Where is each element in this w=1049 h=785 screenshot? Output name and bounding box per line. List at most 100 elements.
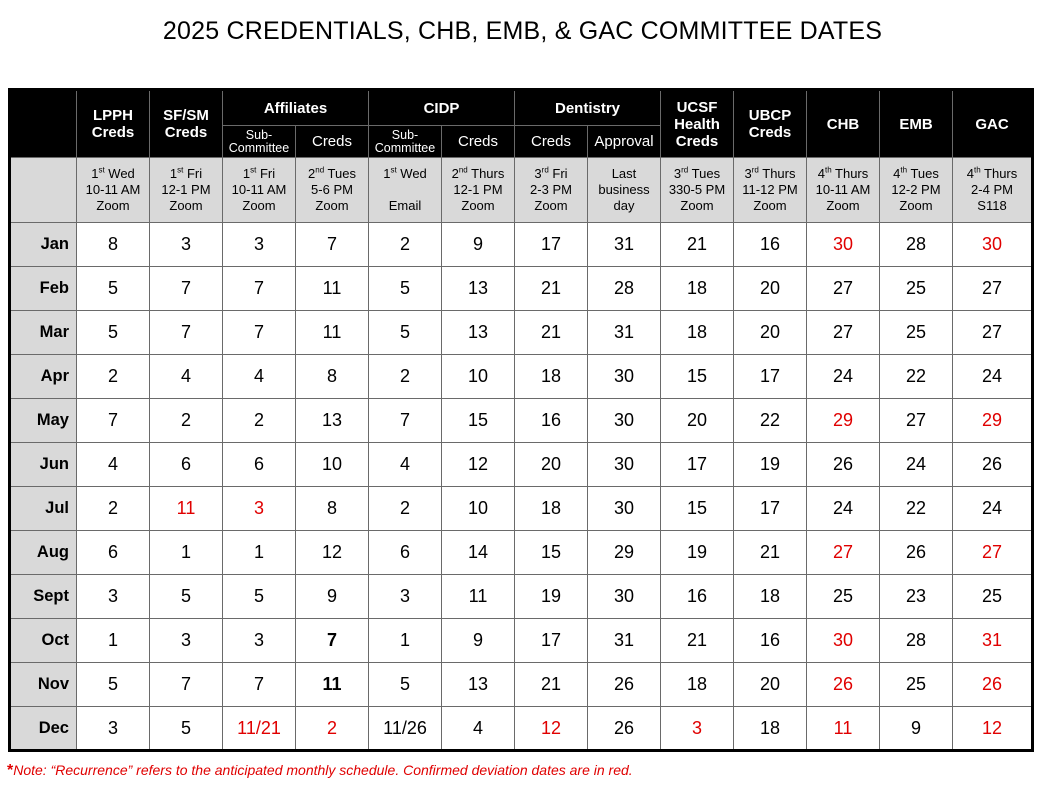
date-cell: 18 — [514, 354, 588, 399]
affiliates-sub-line2: Committee — [228, 140, 290, 155]
schedule-place: day — [613, 198, 635, 213]
schedule-time: 10-11 AM — [231, 182, 287, 197]
schedule-time: 12-2 PM — [891, 182, 941, 197]
date-cell: 26 — [879, 530, 953, 575]
date-cell: 21 — [514, 310, 588, 355]
date-cell: 2 — [295, 706, 369, 751]
date-cell: 13 — [441, 266, 515, 311]
date-cell: 19 — [733, 442, 807, 487]
col-header-lpph-name: LPPH — [92, 107, 133, 124]
row-month-label: Mar — [9, 310, 77, 355]
date-cell: 30 — [587, 442, 661, 487]
date-cell: 27 — [806, 266, 880, 311]
schedule-day: 1st Fri — [242, 165, 276, 181]
date-cell: 9 — [441, 618, 515, 663]
date-cell: 4 — [441, 706, 515, 751]
date-cell: 25 — [879, 266, 953, 311]
schedule-day: 3rd Fri — [534, 165, 568, 181]
schedule-time: 12-1 PM — [161, 182, 211, 197]
date-cell: 26 — [952, 662, 1033, 707]
date-cell: 14 — [441, 530, 515, 575]
row-month-label: Apr — [9, 354, 77, 399]
date-cell: 3 — [222, 618, 296, 663]
date-cell: 11 — [149, 486, 223, 531]
schedule-cell: 1st Fri 12-1 PM Zoom — [149, 157, 223, 223]
date-cell: 25 — [879, 310, 953, 355]
date-cell: 16 — [660, 574, 734, 619]
date-cell: 9 — [441, 222, 515, 267]
col-header-ucsf-type: Creds — [675, 132, 719, 150]
date-cell: 24 — [879, 442, 953, 487]
schedule-place: Zoom — [169, 198, 203, 213]
schedule-time: 10-11 AM — [815, 182, 871, 197]
date-cell: 15 — [660, 486, 734, 531]
row-month-label: Jul — [9, 486, 77, 531]
date-cell: 4 — [76, 442, 150, 487]
table-row: Feb 5 7 7 11 5 13 21 28 18 20 27 25 27 — [9, 266, 1033, 311]
date-cell: 22 — [879, 354, 953, 399]
schedule-place: S118 — [977, 198, 1007, 213]
date-cell: 22 — [879, 486, 953, 531]
date-cell: 9 — [879, 706, 953, 751]
table-body: Jan 8 3 3 7 2 9 17 31 21 16 30 28 30 Feb 5 7 7 11 5 13 21 28 18… — [9, 222, 1033, 751]
date-cell: 26 — [806, 442, 880, 487]
schedule-day: 1st Wed — [383, 165, 427, 181]
date-cell: 11 — [295, 310, 369, 355]
col-header-sfsm: SF/SM Creds — [149, 89, 223, 158]
schedule-cell: 1st Wed Email — [368, 157, 442, 223]
date-cell: 30 — [587, 486, 661, 531]
date-cell: 8 — [295, 486, 369, 531]
schedule-day: 3rd Tues — [673, 165, 721, 181]
schedule-day: Last — [611, 166, 637, 181]
schedule-time: 5-6 PM — [311, 182, 353, 197]
date-cell: 13 — [441, 310, 515, 355]
table-row: Jun 4 6 6 10 4 12 20 30 17 19 26 24 26 — [9, 442, 1033, 487]
date-cell: 10 — [441, 354, 515, 399]
date-cell: 26 — [587, 706, 661, 751]
schedule-place: Zoom — [315, 198, 349, 213]
cidp-sub-line2: Committee — [374, 140, 436, 155]
date-cell: 1 — [222, 530, 296, 575]
date-cell: 17 — [733, 486, 807, 531]
schedule-corner — [9, 157, 77, 223]
row-month-label: Oct — [9, 618, 77, 663]
date-cell: 30 — [806, 618, 880, 663]
date-cell: 4 — [149, 354, 223, 399]
table-row: Aug 6 1 1 12 6 14 15 29 19 21 27 26 27 — [9, 530, 1033, 575]
table-row: Apr 2 4 4 8 2 10 18 30 15 17 24 22 24 — [9, 354, 1033, 399]
date-cell: 15 — [441, 398, 515, 443]
schedule-place: Zoom — [461, 198, 495, 213]
date-cell: 18 — [733, 706, 807, 751]
date-cell: 11 — [295, 662, 369, 707]
col-header-dentistry-creds: Creds — [514, 125, 588, 158]
date-cell: 30 — [587, 354, 661, 399]
schedule-place: Zoom — [680, 198, 714, 213]
date-cell: 1 — [368, 618, 442, 663]
schedule-place: Zoom — [753, 198, 787, 213]
schedule-time: 330-5 PM — [668, 182, 726, 197]
date-cell: 15 — [660, 354, 734, 399]
date-cell: 13 — [441, 662, 515, 707]
schedule-day: 2nd Tues — [308, 165, 356, 181]
date-cell: 21 — [660, 222, 734, 267]
date-cell: 3 — [222, 222, 296, 267]
date-cell: 3 — [76, 706, 150, 751]
date-cell: 21 — [733, 530, 807, 575]
date-cell: 7 — [222, 266, 296, 311]
date-cell: 23 — [879, 574, 953, 619]
date-cell: 12 — [295, 530, 369, 575]
date-cell: 7 — [368, 398, 442, 443]
col-header-ubcp-name: UBCP — [748, 107, 792, 124]
date-cell: 21 — [660, 618, 734, 663]
date-cell: 18 — [660, 662, 734, 707]
date-cell: 28 — [879, 222, 953, 267]
date-cell: 2 — [76, 354, 150, 399]
date-cell: 2 — [368, 486, 442, 531]
date-cell: 26 — [806, 662, 880, 707]
date-cell: 25 — [879, 662, 953, 707]
schedule-cell: 2nd Tues 5-6 PM Zoom — [295, 157, 369, 223]
schedule-cell: 1st Fri 10-11 AM Zoom — [222, 157, 296, 223]
date-cell: 15 — [514, 530, 588, 575]
date-cell: 13 — [295, 398, 369, 443]
date-cell: 4 — [368, 442, 442, 487]
